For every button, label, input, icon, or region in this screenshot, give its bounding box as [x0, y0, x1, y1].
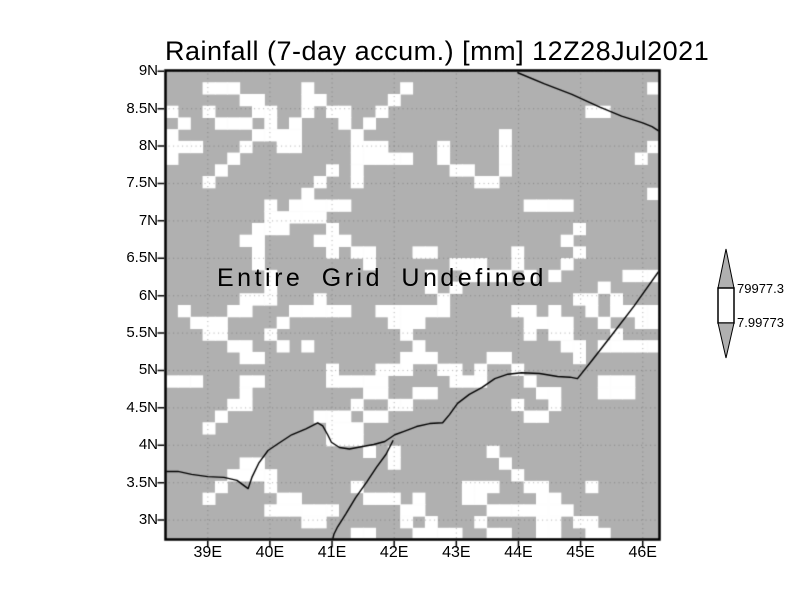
y-tick-label: 7N	[138, 211, 158, 229]
y-tick-label: 5.5N	[126, 324, 158, 342]
x-tick-label: 46E	[628, 544, 657, 561]
colorbar-max-label: 79977.3	[737, 281, 784, 296]
x-tick-label: 42E	[379, 544, 409, 561]
colorbar	[717, 248, 735, 359]
y-tick-label: 7.5N	[126, 174, 158, 192]
undefined-grid-message: Entire Grid Undefined	[217, 264, 547, 292]
x-tick-label: 44E	[504, 544, 533, 561]
colorbar-min-label: 7.99773	[737, 315, 784, 330]
colorbar-up-arrow	[717, 248, 735, 289]
x-tick-label: 45E	[566, 544, 595, 561]
x-tick-label: 41E	[317, 544, 347, 561]
y-tick-label: 4.5N	[126, 398, 158, 416]
y-tick-label: 6N	[138, 286, 158, 304]
y-tick-label: 8.5N	[126, 99, 158, 117]
chart-title: Rainfall (7-day accum.) [mm] 12Z28Jul202…	[165, 36, 710, 66]
x-tick-label: 43E	[442, 544, 471, 561]
y-tick-label: 6.5N	[126, 249, 158, 267]
y-tick-label: 5N	[138, 361, 158, 379]
y-tick-label: 4N	[138, 436, 158, 454]
y-tick-label: 9N	[138, 62, 158, 80]
x-tick-label: 39E	[193, 544, 222, 561]
colorbar-down-arrow	[717, 322, 735, 359]
x-tick-label: 40E	[255, 544, 285, 561]
y-tick-label: 3.5N	[126, 473, 158, 491]
y-tick-label: 3N	[138, 511, 158, 529]
colorbar-cell	[717, 287, 735, 324]
y-tick-label: 8N	[138, 137, 158, 155]
